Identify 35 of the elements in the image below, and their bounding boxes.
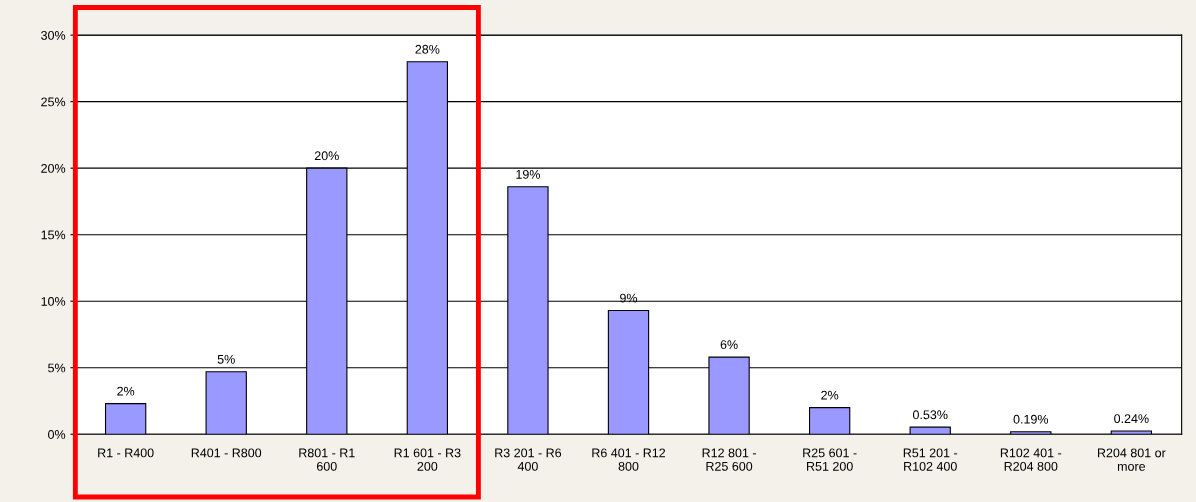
x-tick-label: R1 601 - R3 200 xyxy=(394,448,461,471)
x-tick-label: R102 401 - R204 800 xyxy=(1000,448,1062,471)
bar xyxy=(808,407,851,435)
y-tick-label: 15% xyxy=(41,230,66,240)
x-tick-label: R51 201 - R102 400 xyxy=(903,448,958,471)
x-tick-label: R204 801 or more xyxy=(1097,448,1166,471)
x-tick-label: R25 601 - R51 200 xyxy=(803,448,857,471)
x-tick-label: R3 201 - R6 400 xyxy=(495,448,562,471)
y-tick-label: 10% xyxy=(41,297,66,306)
data-label: 2% xyxy=(117,386,135,396)
bar xyxy=(205,371,247,435)
data-label: 20% xyxy=(314,151,339,161)
data-label: 2% xyxy=(821,390,839,400)
bar xyxy=(104,403,147,435)
bar xyxy=(1110,430,1153,435)
data-label: 0.24% xyxy=(1114,414,1149,424)
y-tick-label: 30% xyxy=(41,30,66,40)
y-tick-label: 25% xyxy=(41,97,66,107)
bar xyxy=(909,426,951,435)
data-label: 28% xyxy=(415,44,440,54)
y-tick-label: 5% xyxy=(48,363,66,373)
bar xyxy=(1010,431,1052,435)
x-tick-label: R801 - R1 600 xyxy=(299,448,355,471)
x-tick-label: R12 801 - R25 600 xyxy=(702,448,756,471)
data-label: 0.53% xyxy=(912,410,948,420)
data-label: 19% xyxy=(516,169,540,179)
y-tick-label: 20% xyxy=(41,163,66,173)
data-label: 0.19% xyxy=(1013,414,1049,424)
x-tick-label: R401 - R800 xyxy=(191,448,262,458)
data-label: 9% xyxy=(620,293,638,303)
x-tick-label: R1 - R400 xyxy=(98,448,154,458)
y-tick-label: 0% xyxy=(48,430,66,439)
data-label: 6% xyxy=(720,340,738,350)
data-label: 5% xyxy=(217,354,235,364)
x-tick-label: R6 401 - R12 800 xyxy=(592,448,666,471)
